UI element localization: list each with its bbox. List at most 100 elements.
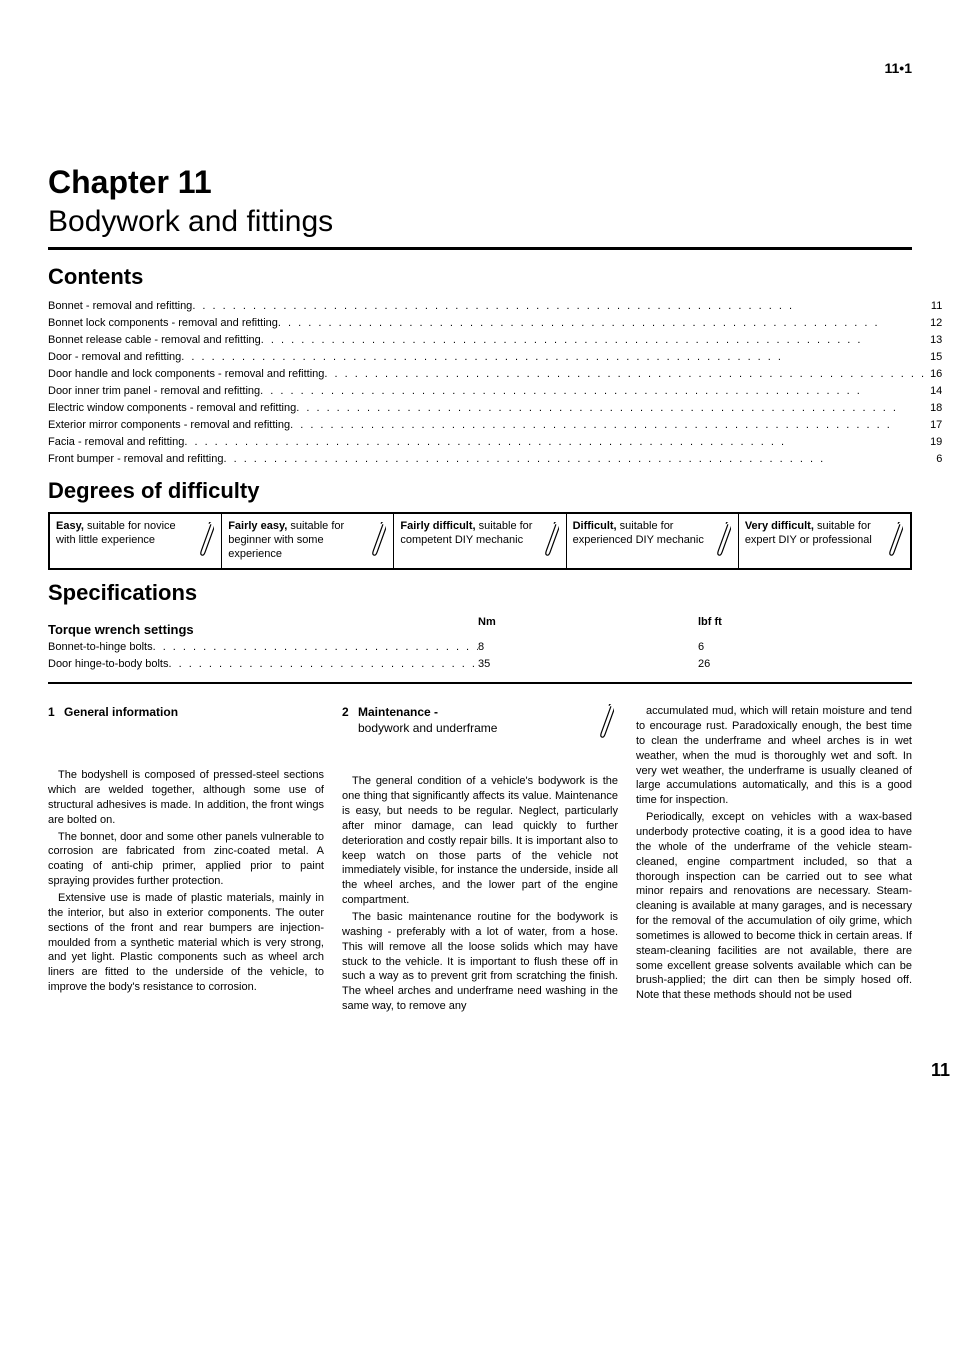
- difficulty-cell: Fairly difficult, suitable for competent…: [394, 514, 566, 567]
- toc-row: Door handle and lock components - remova…: [48, 366, 942, 383]
- difficulty-text: Fairly easy, suitable for beginner with …: [228, 520, 371, 561]
- toc-label: Electric window components - removal and…: [48, 400, 296, 417]
- toc-page: 6: [932, 451, 942, 468]
- wrench-icon: [544, 520, 560, 561]
- toc-row: Bonnet - removal and refitting 11: [48, 298, 942, 315]
- body-col-3: accumulated mud, which will retain moist…: [636, 704, 912, 1016]
- spec-col-lbf: lbf ft: [698, 616, 722, 628]
- body-col-2: 2 Maintenance - bodywork and underframe …: [342, 704, 618, 1016]
- toc-row: Electric window components - removal and…: [48, 400, 942, 417]
- contents-left-col: Bonnet - removal and refitting 11Bonnet …: [48, 298, 942, 468]
- wrench-icon: [199, 520, 215, 561]
- toc-label: Facia - removal and refitting: [48, 434, 184, 451]
- toc-dots: [223, 451, 932, 468]
- difficulty-text: Fairly difficult, suitable for competent…: [400, 520, 543, 561]
- spec-dots: [168, 656, 478, 673]
- body-text: 1 General information The bodyshell is c…: [48, 704, 912, 1016]
- spec-lbf: 26: [698, 656, 912, 673]
- toc-row: Front bumper - removal and refitting 6: [48, 451, 942, 468]
- toc-dots: [260, 383, 926, 400]
- toc-dots: [278, 315, 926, 332]
- toc-page: 11: [927, 298, 942, 315]
- wrench-icon: [716, 520, 732, 561]
- body-paragraph: The basic maintenance routine for the bo…: [342, 910, 618, 1014]
- section1-title: General information: [64, 704, 324, 720]
- wrench-icon: [371, 520, 387, 561]
- toc-label: Front bumper - removal and refitting: [48, 451, 223, 468]
- toc-dots: [296, 400, 926, 417]
- wrench-icon: [600, 704, 618, 746]
- body-paragraph: Extensive use is made of plastic materia…: [48, 891, 324, 995]
- spec-label: Door hinge-to-body bolts: [48, 656, 168, 673]
- spec-heading: Specifications: [48, 580, 912, 606]
- toc-dots: [324, 366, 926, 383]
- chapter-title: Chapter 11: [48, 164, 912, 201]
- toc-row: Exterior mirror components - removal and…: [48, 417, 942, 434]
- toc-page: 17: [926, 417, 942, 434]
- rule: [48, 682, 912, 684]
- section2-heading: 2 Maintenance - bodywork and underframe: [342, 704, 618, 746]
- toc-row: Door inner trim panel - removal and refi…: [48, 383, 942, 400]
- body-paragraph: accumulated mud, which will retain moist…: [636, 704, 912, 808]
- spec-nm: 8: [478, 639, 698, 656]
- toc-label: Door inner trim panel - removal and refi…: [48, 383, 260, 400]
- toc-label: Exterior mirror components - removal and…: [48, 417, 290, 434]
- toc-dots: [184, 434, 926, 451]
- difficulty-table: Easy, suitable for novice with little ex…: [48, 512, 912, 569]
- section2-subtitle: bodywork and underframe: [358, 720, 594, 736]
- toc-row: Bonnet lock components - removal and ref…: [48, 315, 942, 332]
- body-paragraph: The bodyshell is composed of pressed-ste…: [48, 768, 324, 827]
- chapter-subtitle: Bodywork and fittings: [48, 205, 912, 239]
- toc-label: Door - removal and refitting: [48, 349, 181, 366]
- toc-page: 15: [926, 349, 942, 366]
- toc-page: 14: [926, 383, 942, 400]
- toc-label: Bonnet - removal and refitting: [48, 298, 192, 315]
- toc-row: Door - removal and refitting 15: [48, 349, 942, 366]
- body-paragraph: The bonnet, door and some other panels v…: [48, 830, 324, 889]
- toc-dots: [290, 417, 926, 434]
- difficulty-text: Very difficult, suitable for expert DIY …: [745, 520, 888, 561]
- degrees-heading: Degrees of difficulty: [48, 478, 912, 504]
- toc-row: Facia - removal and refitting 19: [48, 434, 942, 451]
- toc-page: 16: [926, 366, 942, 383]
- toc-label: Bonnet release cable - removal and refit…: [48, 332, 261, 349]
- spec-col-nm: Nm: [478, 616, 496, 628]
- toc-dots: [192, 298, 927, 315]
- page-number: 11•1: [48, 60, 912, 76]
- difficulty-cell: Very difficult, suitable for expert DIY …: [739, 514, 910, 567]
- section2-num: 2: [342, 704, 358, 720]
- difficulty-cell: Difficult, suitable for experienced DIY …: [567, 514, 739, 567]
- spec-subheading: Torque wrench settings: [48, 620, 194, 640]
- body-paragraph: The general condition of a vehicle's bod…: [342, 774, 618, 908]
- difficulty-cell: Fairly easy, suitable for beginner with …: [222, 514, 394, 567]
- toc-label: Bonnet lock components - removal and ref…: [48, 315, 278, 332]
- contents-table: Bonnet - removal and refitting 11Bonnet …: [48, 298, 912, 468]
- spec-nm: 35: [478, 656, 698, 673]
- difficulty-text: Difficult, suitable for experienced DIY …: [573, 520, 716, 561]
- spec-table: Torque wrench settings Nm lbf ft Bonnet-…: [48, 614, 912, 673]
- spec-row: Door hinge-to-body bolts 3526: [48, 656, 912, 673]
- toc-page: 19: [926, 434, 942, 451]
- contents-heading: Contents: [48, 264, 912, 290]
- spec-lbf: 6: [698, 639, 912, 656]
- toc-dots: [261, 332, 926, 349]
- toc-page: 13: [926, 332, 942, 349]
- section1-heading: 1 General information: [48, 704, 324, 740]
- toc-dots: [181, 349, 926, 366]
- body-paragraph: Periodically, except on vehicles with a …: [636, 810, 912, 1003]
- toc-row: Bonnet release cable - removal and refit…: [48, 332, 942, 349]
- toc-page: 18: [926, 400, 942, 417]
- difficulty-cell: Easy, suitable for novice with little ex…: [50, 514, 222, 567]
- toc-page: 12: [926, 315, 942, 332]
- wrench-icon: [888, 520, 904, 561]
- spec-row: Bonnet-to-hinge bolts 86: [48, 639, 912, 656]
- difficulty-text: Easy, suitable for novice with little ex…: [56, 520, 199, 561]
- section2-title: Maintenance -: [358, 705, 438, 719]
- rule: [48, 247, 912, 250]
- body-col-1: 1 General information The bodyshell is c…: [48, 704, 324, 1016]
- spec-dots: [153, 639, 478, 656]
- side-tab: 11: [931, 1060, 950, 1081]
- toc-label: Door handle and lock components - remova…: [48, 366, 324, 383]
- section1-num: 1: [48, 704, 64, 720]
- spec-label: Bonnet-to-hinge bolts: [48, 639, 153, 656]
